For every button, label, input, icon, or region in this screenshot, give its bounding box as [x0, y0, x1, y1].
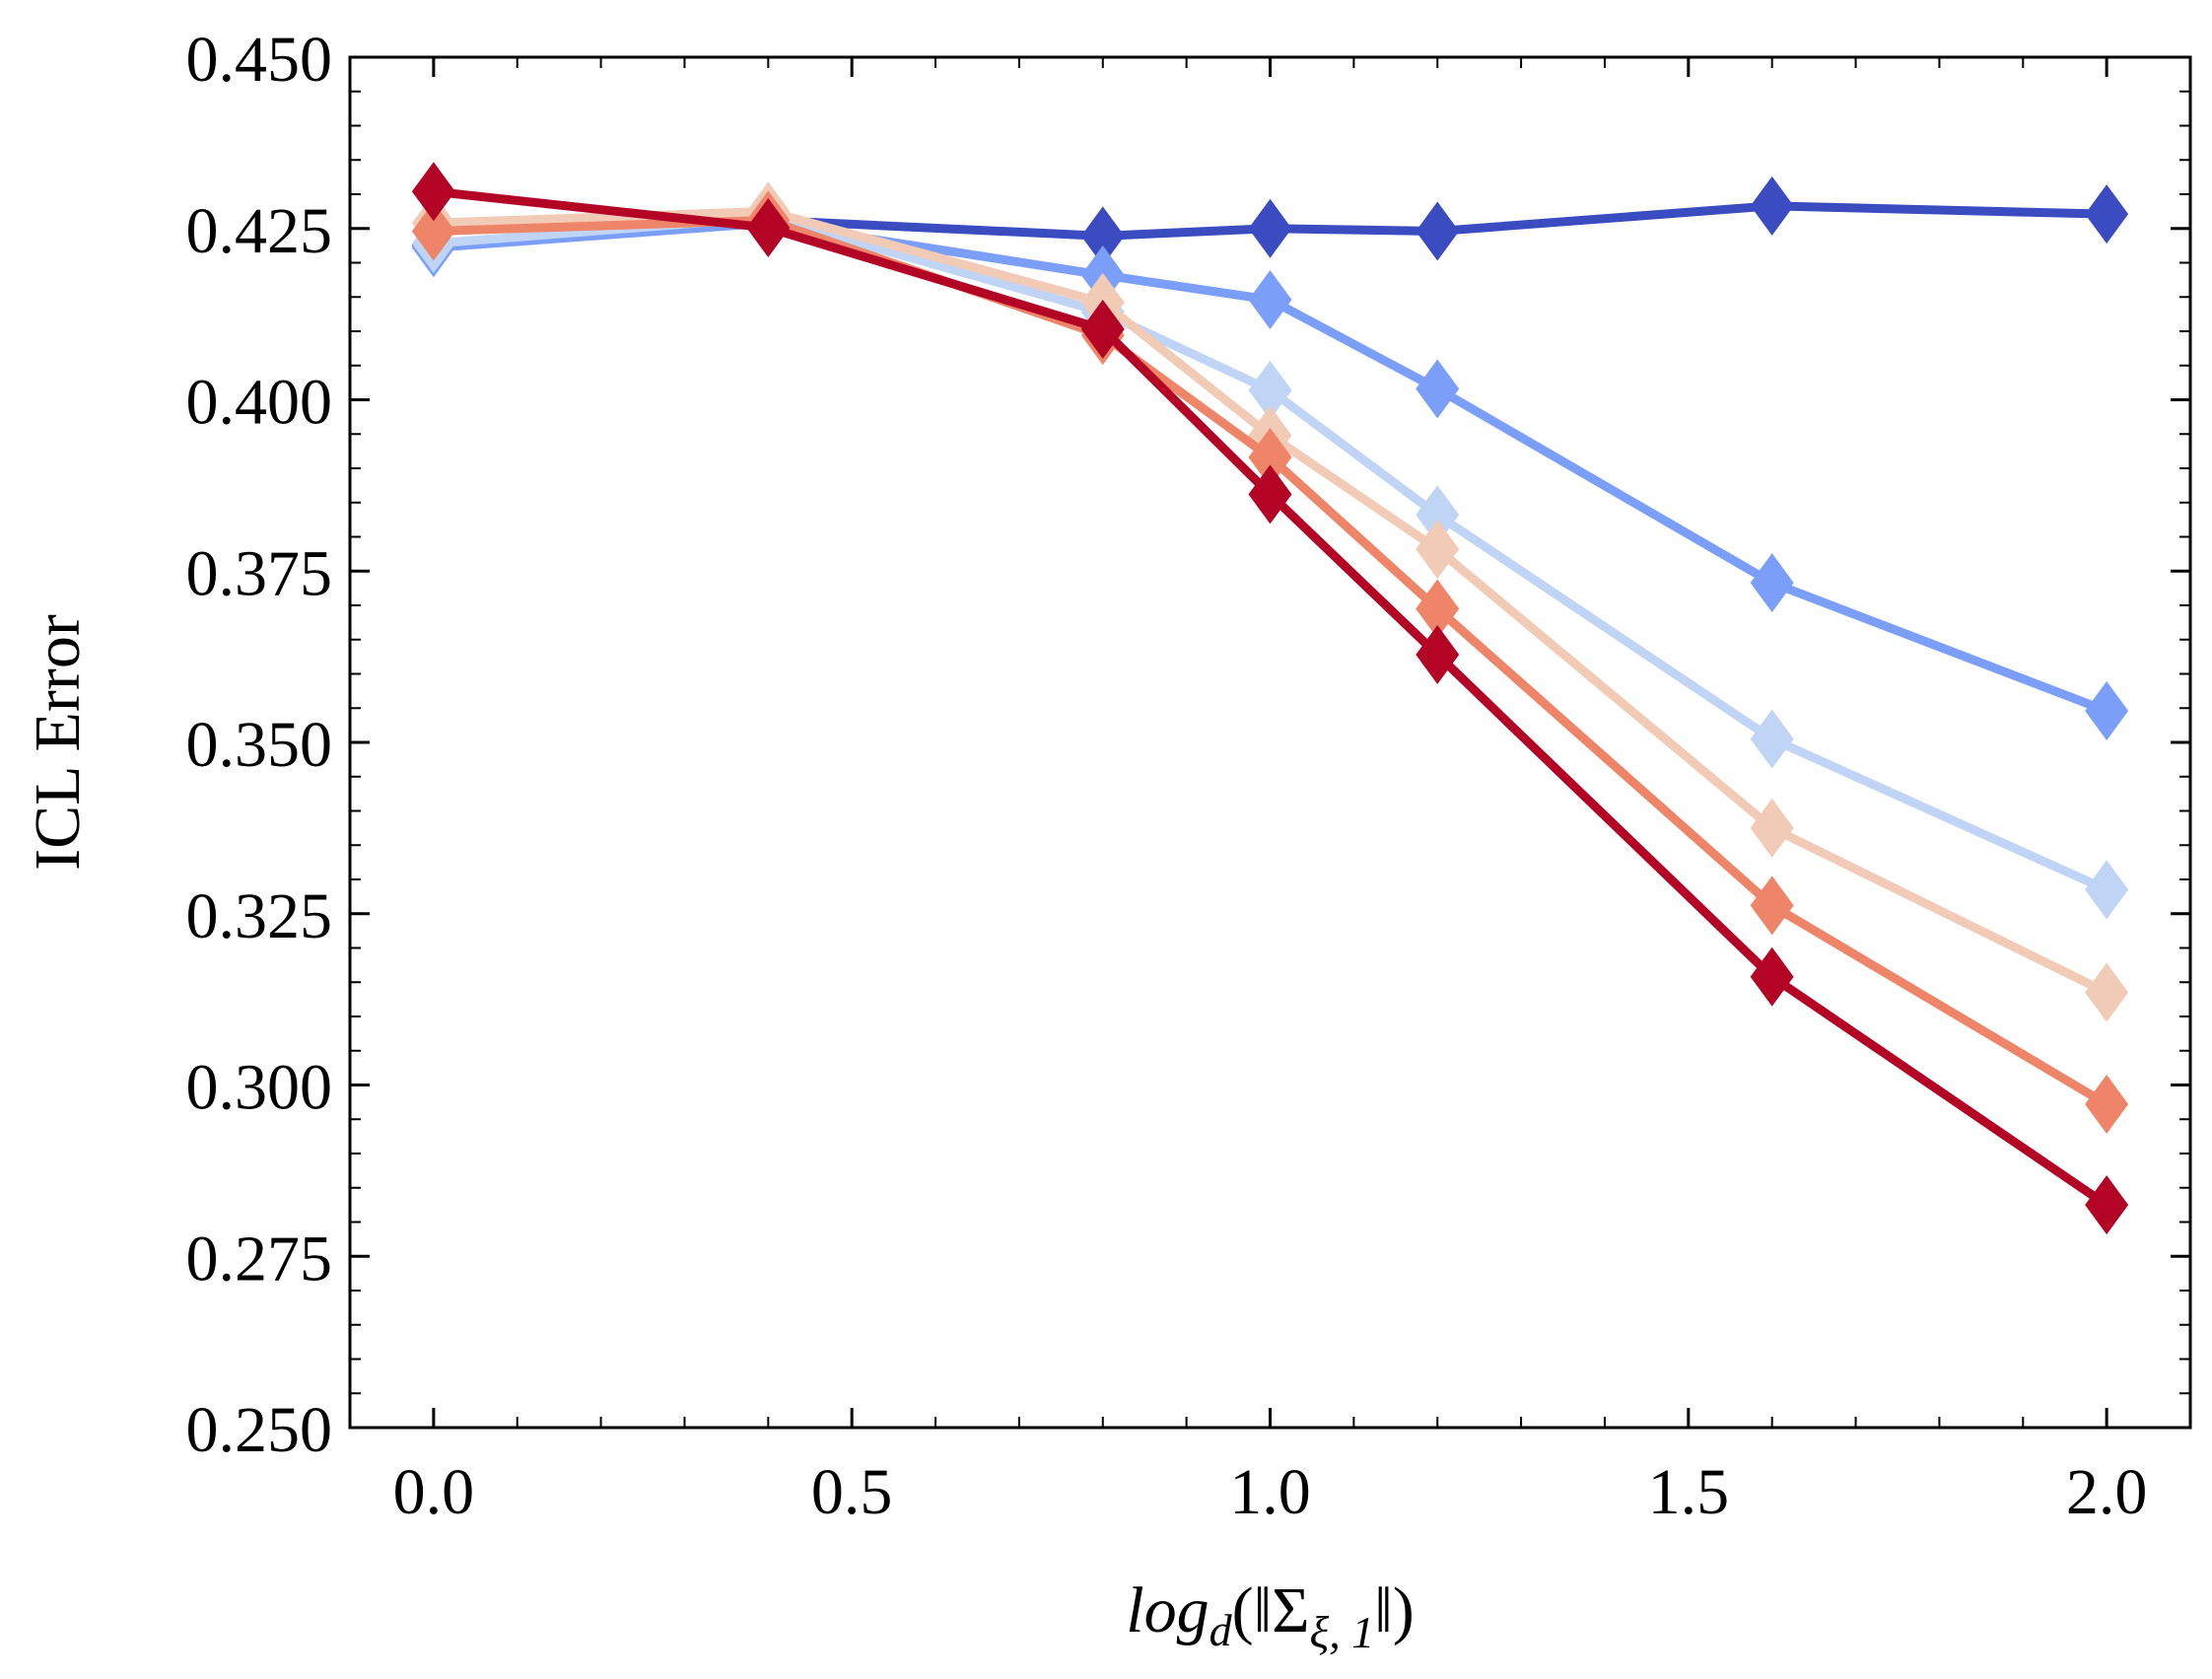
data-point-marker — [1248, 270, 1292, 330]
x-tick-label: 2.0 — [2066, 1456, 2148, 1528]
data-point-marker — [2085, 1074, 2129, 1134]
data-point-marker — [1248, 198, 1292, 258]
y-tick-label: 0.400 — [186, 367, 333, 439]
data-point-marker — [2085, 681, 2129, 741]
data-point-marker — [1750, 553, 1794, 613]
y-axis-label: ICL Error — [22, 614, 94, 871]
data-point-marker — [2085, 860, 2129, 920]
y-tick-label: 0.375 — [186, 537, 333, 609]
x-tick-label: 0.0 — [393, 1456, 475, 1528]
y-tick-label: 0.275 — [186, 1223, 333, 1294]
data-point-marker — [1080, 206, 1125, 266]
data-point-marker — [411, 201, 455, 261]
data-point-marker — [1248, 360, 1292, 420]
axis-tick-labels: 0.0 0.5 1.0 1.5 2.0 0.250 0.275 0.300 0.325 0.350… — [186, 24, 2148, 1528]
data-point-marker — [1416, 579, 1460, 639]
x-axis-label-close: ‖) — [1374, 1574, 1415, 1646]
y-tick-label: 0.325 — [186, 880, 333, 952]
y-tick-label: 0.350 — [186, 709, 333, 781]
x-axis-label-open: (‖Σ — [1232, 1574, 1310, 1646]
data-point-marker — [2085, 962, 2129, 1022]
data-point-marker — [1416, 485, 1460, 545]
x-axis-label-prefix: log — [1126, 1574, 1209, 1646]
x-tick-label: 1.0 — [1229, 1456, 1311, 1528]
data-point-marker — [1750, 946, 1794, 1007]
data-point-marker — [1750, 875, 1794, 936]
data-point-marker — [1750, 798, 1794, 858]
data-point-marker — [1080, 299, 1125, 359]
plot-area — [411, 162, 2129, 1235]
data-point-marker — [411, 162, 455, 222]
y-tick-label: 0.425 — [186, 195, 333, 267]
data-point-marker — [1750, 175, 1794, 236]
y-tick-label: 0.300 — [186, 1052, 333, 1124]
x-axis-label-sub-d: d — [1210, 1605, 1233, 1655]
data-point-marker — [1416, 359, 1460, 419]
data-point-marker — [746, 198, 791, 258]
y-tick-label: 0.250 — [186, 1394, 333, 1466]
x-axis-label-sub-xi: ξ, 1 — [1310, 1607, 1375, 1657]
data-point-marker — [1248, 427, 1292, 487]
x-tick-label: 1.5 — [1648, 1456, 1730, 1528]
data-point-marker — [2085, 1175, 2129, 1235]
data-point-marker — [1750, 709, 1794, 769]
x-axis-label: logd(‖Σξ, 1‖) — [1126, 1574, 1415, 1657]
x-tick-label: 0.5 — [811, 1456, 893, 1528]
data-point-marker — [1416, 201, 1460, 261]
data-point-marker — [1416, 625, 1460, 685]
y-tick-label: 0.450 — [186, 24, 333, 96]
data-point-marker — [1248, 464, 1292, 525]
data-point-marker — [2085, 184, 2129, 245]
data-point-marker — [1416, 520, 1460, 580]
axis-ticks — [349, 55, 2191, 1430]
series-series-6 — [411, 162, 2129, 1235]
